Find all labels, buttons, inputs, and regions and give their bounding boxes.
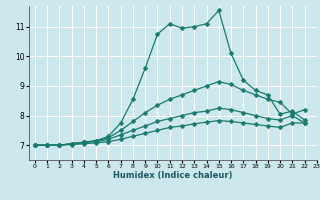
- X-axis label: Humidex (Indice chaleur): Humidex (Indice chaleur): [113, 171, 233, 180]
